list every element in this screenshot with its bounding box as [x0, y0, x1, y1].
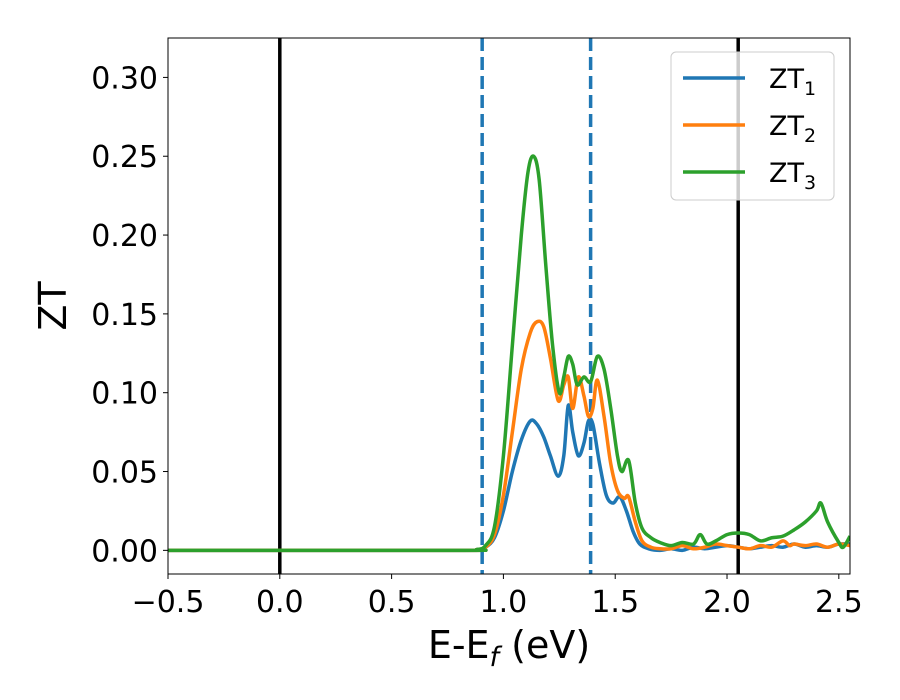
series-line-zt2 — [168, 319, 850, 553]
series-lines — [168, 154, 850, 553]
x-axis-title-unit: (eV) — [499, 623, 590, 667]
x-axis-title-main: E-E — [428, 623, 490, 667]
x-axis-ticks: −0.5 0.0 0.5 1.0 1.5 2.0 2.5 — [132, 574, 863, 620]
series-line-zt1 — [168, 403, 850, 553]
x-tick-label: 2.5 — [815, 585, 863, 620]
y-axis-title: ZT — [31, 281, 75, 331]
y-tick-label: 0.05 — [91, 456, 158, 491]
y-tick-label: 0.30 — [91, 61, 158, 96]
plot-frame — [167, 37, 851, 575]
x-tick-label: 2.0 — [703, 585, 751, 620]
y-tick-label: 0.10 — [91, 377, 158, 412]
y-tick-label: 0.15 — [91, 298, 158, 333]
y-tick-label: 0.00 — [91, 534, 158, 569]
legend-box — [670, 51, 835, 201]
x-axis-title: E-Ef (eV) — [428, 623, 590, 673]
y-tick-label: 0.25 — [91, 140, 158, 175]
legend-label-zt1: ZT1 — [769, 64, 816, 100]
x-tick-label: 1.0 — [480, 585, 528, 620]
y-tick-label: 0.20 — [91, 219, 158, 254]
y-axis-ticks: 0.00 0.05 0.10 0.15 0.20 0.25 0.30 — [91, 61, 168, 569]
x-tick-label: 0.0 — [256, 585, 304, 620]
x-tick-label: 0.5 — [368, 585, 416, 620]
x-tick-label: −0.5 — [132, 585, 205, 620]
series-line-zt3 — [168, 154, 850, 553]
legend: ZT1 ZT2 ZT3 — [670, 51, 835, 201]
legend-label-zt3: ZT3 — [769, 158, 816, 194]
x-tick-label: 1.5 — [591, 585, 639, 620]
legend-label-zt2: ZT2 — [769, 111, 816, 147]
